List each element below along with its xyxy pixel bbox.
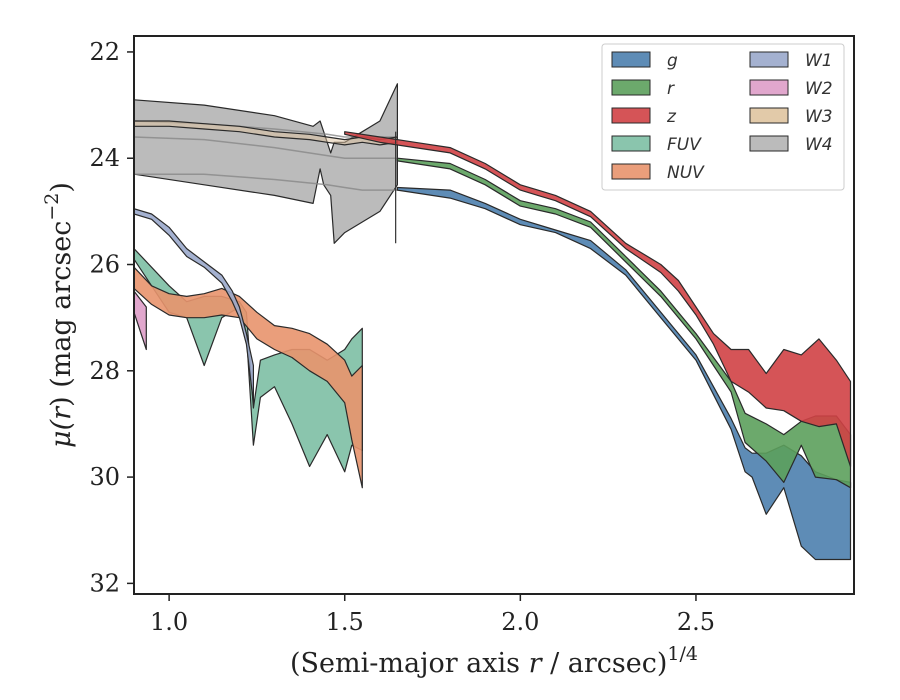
legend-label-g: g: [667, 51, 678, 71]
legend-label-w2: W2: [805, 79, 833, 99]
x-axis-title: (Semi-major axis r / arcsec)1/4: [290, 643, 698, 679]
y-axis-title: μ(r) (mag arcsec−2): [41, 182, 77, 448]
x-tick-label: 1.5: [326, 608, 364, 636]
legend-label-w3: W3: [805, 107, 833, 127]
band-w1: [134, 208, 254, 404]
legend-swatch-r: [611, 79, 651, 96]
band-g: [396, 186, 852, 561]
legend-label-w4: W4: [805, 135, 833, 155]
legend-label-z: z: [666, 107, 677, 127]
y-axis-ticks: 22 24 26 28 30 32: [89, 38, 134, 597]
legend-label-w1: W1: [805, 51, 833, 71]
band-r: [396, 157, 852, 489]
x-axis-ticks: 1.0 1.5 2.0 2.5: [150, 594, 715, 636]
plot-frame: [133, 35, 855, 595]
x-tick-label: 1.0: [150, 608, 188, 636]
band-w2: [134, 290, 147, 351]
y-tick-label: 32: [89, 569, 120, 597]
legend-label-fuv: FUV: [667, 135, 702, 155]
legend-label-nuv: NUV: [667, 163, 705, 183]
legend-swatch-w1: [749, 51, 789, 68]
legend-swatch-fuv: [611, 135, 651, 152]
legend-swatch-w2: [749, 79, 789, 96]
x-tick-label: 2.0: [501, 608, 539, 636]
w4-inner-line-3: [134, 173, 398, 191]
y-tick-label: 24: [89, 144, 120, 172]
x-tick-label: 2.5: [677, 608, 715, 636]
legend-swatch-nuv: [611, 163, 651, 180]
legend-label-r: r: [667, 79, 675, 99]
legend-swatch-g: [611, 51, 651, 68]
legend: grz FUV NUV W1 W2 W3 W4: [601, 43, 845, 191]
legend-swatch-w4: [749, 135, 789, 152]
y-tick-label: 26: [89, 251, 120, 279]
band-z: [344, 131, 852, 468]
y-tick-label: 30: [89, 463, 120, 491]
series-layer: [134, 83, 852, 561]
y-tick-label: 28: [89, 357, 120, 385]
legend-swatch-z: [611, 107, 651, 124]
w4-inner-line-2: [134, 136, 398, 159]
band-nuv: [134, 266, 363, 489]
y-tick-label: 22: [89, 38, 120, 66]
legend-swatch-w3: [749, 107, 789, 124]
